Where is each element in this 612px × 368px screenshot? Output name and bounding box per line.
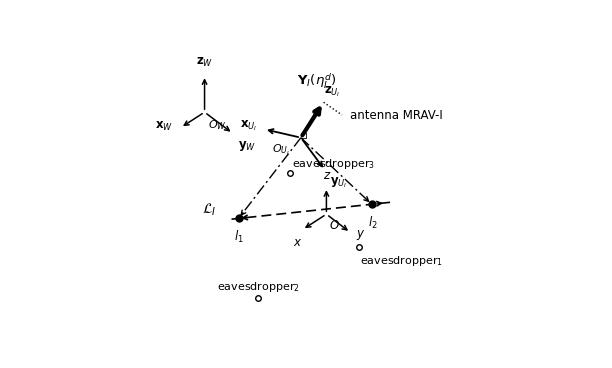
Text: eavesdropper$_3$: eavesdropper$_3$: [292, 157, 375, 171]
Text: $\mathbf{x}_W$: $\mathbf{x}_W$: [155, 120, 173, 132]
Text: $O_{U_I}$: $O_{U_I}$: [272, 143, 290, 158]
Text: $O_W$: $O_W$: [208, 118, 226, 132]
Text: $\mathbf{\Upsilon}_I(\eta_I^d)$: $\mathbf{\Upsilon}_I(\eta_I^d)$: [297, 71, 336, 91]
Text: $x$: $x$: [293, 236, 302, 249]
Text: $\mathbf{z}_{U_I}$: $\mathbf{z}_{U_I}$: [324, 84, 341, 99]
Text: $\mathcal{L}_I$: $\mathcal{L}_I$: [201, 202, 216, 218]
Text: $\mathbf{y}_W$: $\mathbf{y}_W$: [238, 138, 256, 152]
Text: $\mathbf{z}_W$: $\mathbf{z}_W$: [196, 56, 214, 69]
Text: $l_1$: $l_1$: [234, 229, 244, 245]
Text: $\mathbf{x}_{U_I}$: $\mathbf{x}_{U_I}$: [240, 118, 257, 133]
Text: $\mathbf{y}_{U_I}$: $\mathbf{y}_{U_I}$: [330, 176, 348, 190]
Text: eavesdropper$_2$: eavesdropper$_2$: [217, 280, 300, 294]
Text: $z$: $z$: [323, 169, 332, 182]
Text: $y$: $y$: [356, 229, 365, 243]
Text: $l_2$: $l_2$: [368, 215, 378, 231]
Text: antenna MRAV-I: antenna MRAV-I: [351, 109, 443, 121]
Text: $O$: $O$: [329, 219, 340, 232]
Text: eavesdropper$_1$: eavesdropper$_1$: [360, 254, 444, 268]
